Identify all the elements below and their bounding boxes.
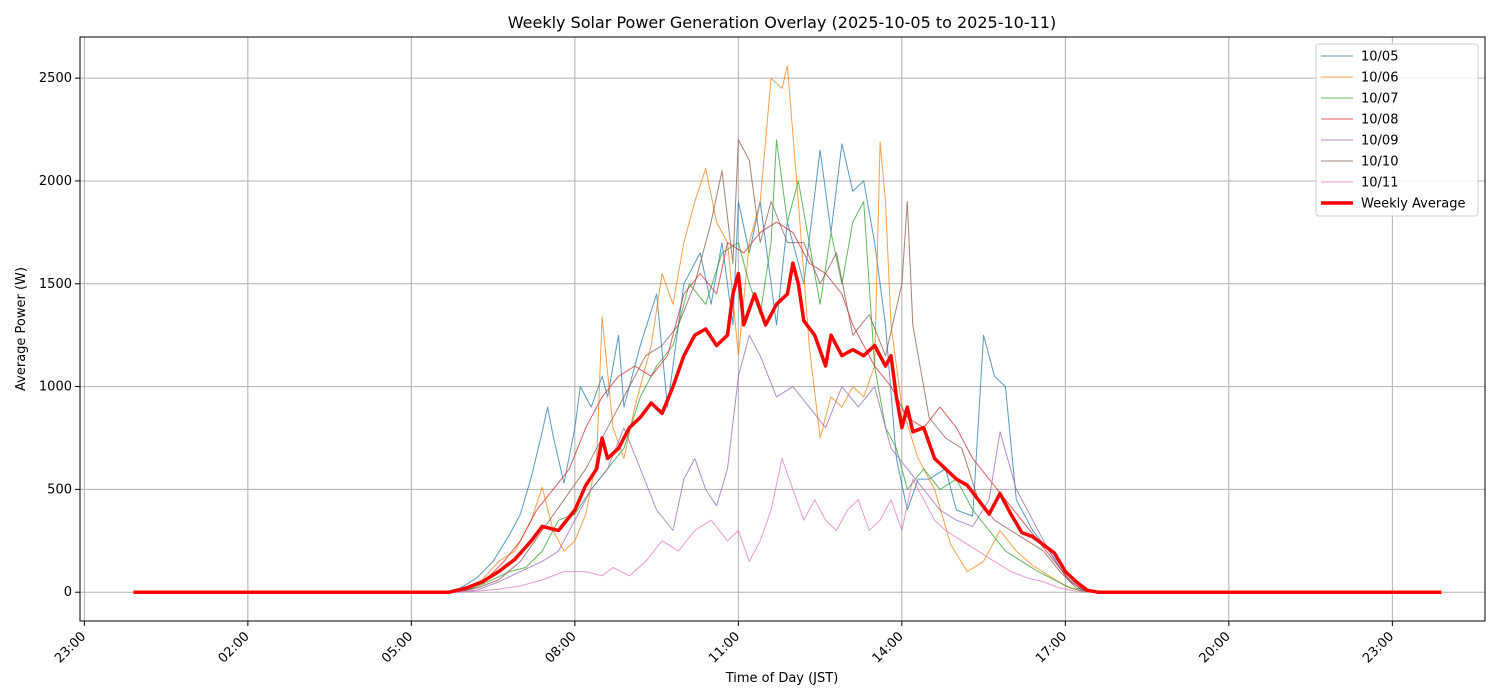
legend-items: 10/05 10/06 10/07 10/08 10/09 10/10 10/11 Weekl… [1321, 50, 1465, 212]
y-tick-label: 500 [47, 482, 72, 497]
series-line-weekly-average [133, 261, 1442, 594]
series-line-10-07 [454, 139, 1088, 593]
legend-box [1315, 43, 1479, 217]
legend-label: 10/06 [1361, 71, 1398, 86]
legend-label: Weekly Average [1361, 197, 1465, 212]
plot-area-frame [79, 36, 1486, 622]
legend-label: 10/11 [1361, 176, 1398, 191]
y-axis-label: Average Power (W) [14, 267, 29, 391]
x-axis-label: Time of Day (JST) [725, 671, 839, 686]
legend-label: 10/08 [1361, 113, 1398, 128]
series-line-10-05 [443, 143, 1099, 593]
y-tick-label: 2000 [39, 174, 72, 189]
legend-label: 10/09 [1361, 134, 1398, 149]
legend-label: 10/05 [1361, 50, 1398, 65]
series-line-10-08 [454, 221, 1088, 593]
legend: 10/05 10/06 10/07 10/08 10/09 10/10 10/11 Weekl… [1315, 43, 1479, 217]
y-tick-label: 1500 [39, 277, 72, 292]
y-tick-label: 2500 [39, 71, 72, 86]
series-line-10-11 [454, 458, 1093, 593]
series-line-10-06 [449, 65, 1093, 593]
series-line-10-09 [454, 334, 1093, 593]
legend-label: 10/07 [1361, 92, 1398, 107]
chart-title: Weekly Solar Power Generation Overlay (2… [508, 13, 1056, 32]
legend-label: 10/10 [1361, 155, 1398, 170]
series-lines [133, 65, 1442, 594]
y-tick-label: 1000 [39, 380, 72, 395]
y-tick-label: 0 [64, 585, 72, 600]
